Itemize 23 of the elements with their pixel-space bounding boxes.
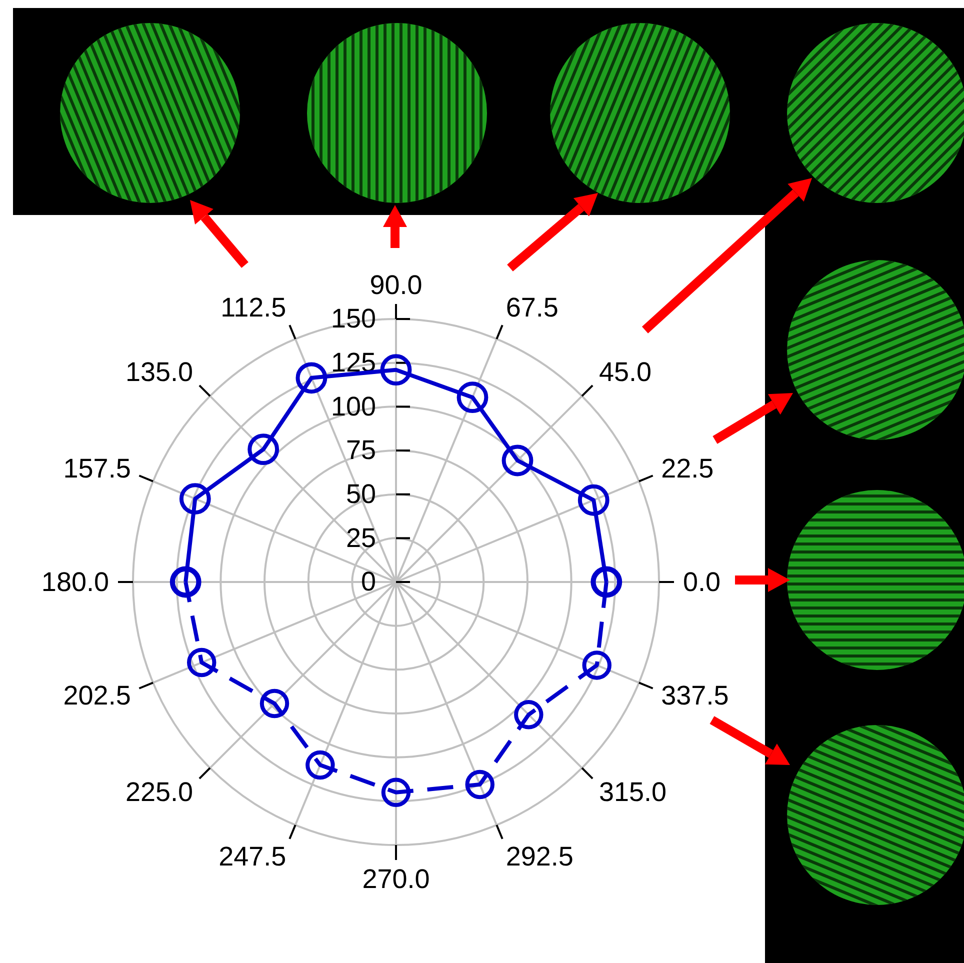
y-tick-label: 25	[346, 522, 376, 553]
y-tick-label: 75	[346, 435, 376, 466]
y-tick-label: 50	[346, 478, 376, 509]
spoke-label: 315.0	[598, 777, 667, 808]
y-tick-label: 0	[360, 566, 376, 597]
y-tick-label: 100	[330, 391, 376, 422]
y-tick-label: 150	[330, 304, 376, 334]
spoke-label: 157.5	[63, 453, 131, 484]
spoke-label: 202.5	[63, 680, 131, 711]
spoke-label: 270.0	[362, 864, 430, 894]
spoke-label: 90.0	[370, 270, 422, 300]
spoke-label: 67.5	[506, 292, 558, 323]
spoke-label: 225.0	[125, 777, 194, 808]
spoke-label: 180.0	[41, 567, 109, 597]
spoke-label: 0.0	[683, 567, 721, 597]
spoke-label: 292.5	[506, 841, 574, 872]
spoke-label: 135.0	[125, 356, 194, 387]
y-tick-label: 125	[330, 347, 376, 378]
spoke-label: 112.5	[220, 292, 286, 323]
spoke-label: 22.5	[661, 453, 714, 484]
spoke-label: 247.5	[218, 841, 286, 872]
spoke-label: 45.0	[598, 356, 652, 387]
spoke-label: 337.5	[661, 680, 729, 711]
